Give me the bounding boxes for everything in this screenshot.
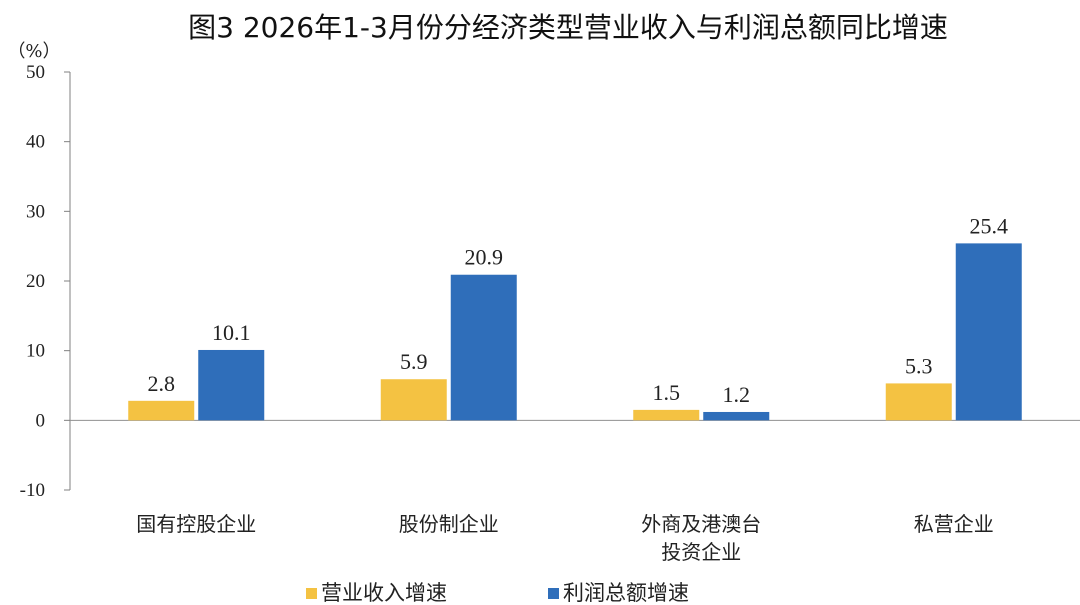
data-label: 2.8 — [148, 371, 176, 396]
data-label: 25.4 — [970, 213, 1009, 238]
data-label: 1.2 — [723, 382, 751, 407]
bar-revenue — [885, 383, 952, 421]
data-label: 20.9 — [465, 245, 504, 270]
y-tick-label: -10 — [20, 480, 45, 501]
category-label: 投资企业 — [661, 540, 741, 564]
bar-revenue — [380, 379, 447, 421]
y-axis-unit: （%） — [7, 41, 60, 62]
data-label: 10.1 — [212, 320, 251, 345]
legend-swatch — [306, 588, 317, 599]
bar-profit — [198, 349, 265, 421]
legend: 营业收入增速 利润总额增速 — [306, 581, 689, 605]
y-tick-label: 30 — [26, 201, 45, 222]
data-label: 5.3 — [905, 353, 933, 378]
data-label: 5.9 — [400, 349, 428, 374]
chart-title: 图3 2026年1-3月份分经济类型营业收入与利润总额同比增速 — [188, 11, 948, 44]
category-label: 私营企业 — [914, 512, 994, 536]
y-tick-label: 10 — [26, 341, 45, 362]
plot-area: -10 0 10 20 30 40 50 2.8 10.1 国有控股企业 5.9 20.9 股份制企业 1… — [20, 62, 1080, 564]
bar-profit — [955, 243, 1022, 421]
bar-revenue — [128, 400, 195, 421]
category-label: 外商及港澳台 — [641, 512, 761, 536]
category-label: 股份制企业 — [399, 512, 499, 536]
y-tick-label: 20 — [26, 271, 45, 292]
bar-profit — [703, 411, 770, 421]
category-label: 国有控股企业 — [136, 512, 256, 536]
data-label: 1.5 — [653, 380, 681, 405]
legend-swatch — [548, 588, 559, 599]
y-tick-label: 50 — [26, 62, 45, 83]
legend-label: 利润总额增速 — [563, 581, 689, 605]
bar-profit — [450, 274, 517, 421]
y-tick-label: 40 — [26, 132, 45, 153]
bar-revenue — [633, 409, 700, 421]
legend-label: 营业收入增速 — [321, 581, 447, 605]
y-tick-label: 0 — [36, 410, 46, 431]
